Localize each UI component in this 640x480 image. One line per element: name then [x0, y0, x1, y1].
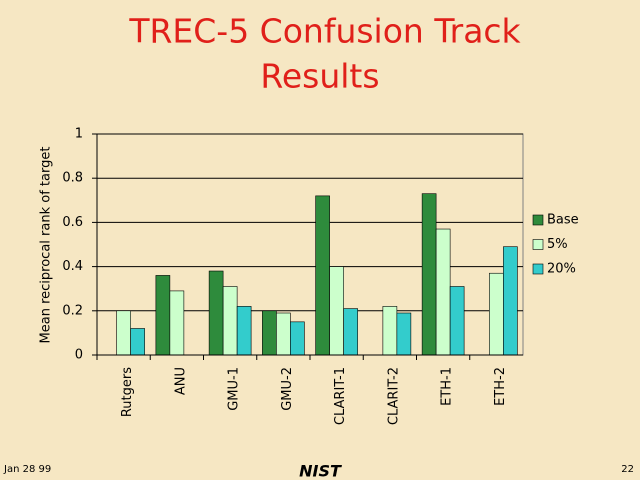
y-tick-label: 0.2 — [62, 303, 83, 318]
x-tick-label: ETH-1 — [440, 367, 455, 406]
bar — [396, 312, 412, 356]
bar — [222, 286, 238, 356]
legend-label: 5% — [547, 237, 568, 252]
bar — [276, 312, 291, 356]
legend-label: 20% — [547, 262, 576, 277]
bar — [382, 306, 398, 356]
bar — [343, 308, 358, 356]
bar — [262, 310, 277, 356]
chart-title: Results — [260, 57, 379, 96]
x-tick-label: ETH-2 — [493, 367, 508, 406]
x-tick-label: ANU — [173, 367, 188, 395]
legend-label: Base — [547, 213, 579, 228]
bar — [208, 270, 224, 356]
y-tick-label: 0.4 — [62, 259, 83, 274]
x-tick-label: GMU-1 — [227, 367, 242, 411]
bar — [236, 306, 252, 356]
y-tick-label: 0.8 — [62, 171, 83, 186]
bar — [169, 290, 185, 356]
bar — [329, 266, 344, 356]
x-tick-label: CLARIT-2 — [386, 367, 401, 425]
x-tick-label: GMU-2 — [280, 367, 295, 411]
bar — [130, 328, 145, 356]
legend-swatch — [532, 263, 544, 275]
x-tick-label: CLARIT-1 — [333, 367, 348, 425]
y-tick-label: 1 — [75, 127, 83, 142]
bar — [435, 228, 451, 356]
footer-logo: NIST — [299, 462, 342, 480]
y-tick-label: 0 — [75, 348, 83, 363]
chart-title: TREC-5 Confusion Track — [128, 12, 521, 51]
bar — [421, 193, 437, 356]
legend-swatch — [532, 214, 544, 226]
bar — [449, 286, 465, 356]
bar — [290, 321, 305, 356]
bar — [503, 246, 518, 356]
y-tick-label: 0.6 — [62, 215, 83, 230]
legend-swatch — [532, 239, 544, 250]
footer-date: Jan 28 99 — [3, 464, 51, 475]
x-tick-label: Rutgers — [120, 367, 135, 417]
bar — [155, 275, 171, 356]
footer-page: 22 — [621, 464, 634, 475]
bar — [116, 310, 131, 356]
bar — [489, 272, 504, 356]
y-axis-label: Mean reciprocal rank of target — [39, 147, 54, 344]
bar — [315, 195, 330, 356]
